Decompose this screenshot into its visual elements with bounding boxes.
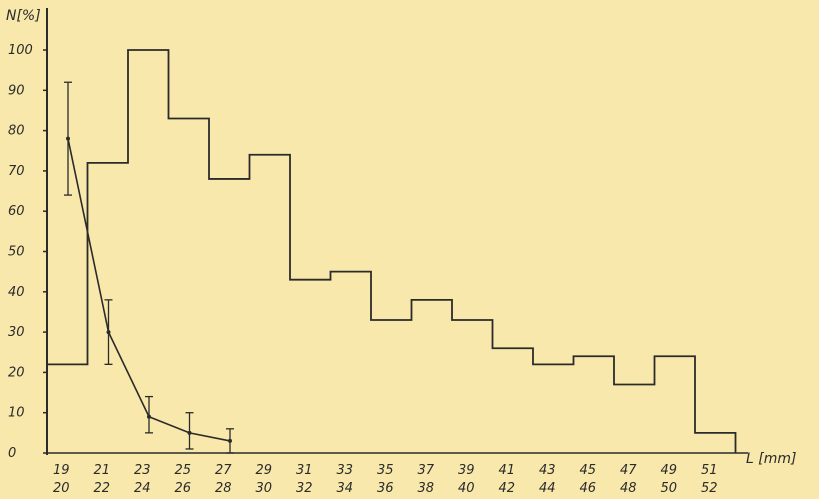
x-tick-label-top: 27	[215, 463, 232, 478]
x-tick-label-bottom: 52	[701, 481, 718, 496]
x-tick-label-bottom: 44	[539, 481, 556, 496]
x-tick-label-bottom: 34	[336, 481, 353, 496]
x-tick-label-top: 45	[579, 463, 596, 478]
data-point	[66, 136, 70, 141]
histogram-bar	[88, 163, 129, 453]
x-tick-label-bottom: 22	[93, 481, 110, 496]
x-tick-label-bottom: 36	[377, 481, 394, 496]
histogram-bar	[128, 50, 169, 453]
x-tick-label-top: 21	[93, 463, 110, 478]
x-tick-label-top: 23	[134, 463, 151, 478]
axes	[46, 8, 748, 455]
histogram-bar	[695, 433, 736, 453]
y-ticks: 0 10 20 30 40 50 60 70 80 90 100	[8, 43, 47, 461]
x-tick-label-top: 33	[336, 463, 353, 478]
histogram-bar	[452, 320, 493, 453]
x-tick-label-top: 25	[174, 463, 191, 478]
y-tick-label: 30	[8, 325, 25, 340]
data-point	[228, 438, 232, 443]
x-tick-label-top: 47	[620, 463, 637, 478]
x-ticks: 19 20 21 22 23 24 25 26 27 28 29 30 31 32 33 34 35 36 37 38…	[53, 463, 718, 496]
histogram-bar	[533, 364, 574, 453]
histogram-series	[47, 49, 737, 453]
x-tick-label-top: 41	[498, 463, 515, 478]
y-tick-label: 90	[8, 83, 25, 98]
x-tick-label-top: 19	[53, 463, 70, 478]
x-tick-label-top: 35	[377, 463, 394, 478]
x-tick-label-bottom: 20	[53, 481, 70, 496]
histogram-bar	[574, 356, 615, 453]
y-tick-label: 20	[8, 365, 25, 380]
x-axis-title: L [mm]	[746, 451, 796, 467]
error-series	[64, 81, 234, 454]
y-tick-label: 50	[8, 245, 25, 260]
x-tick-label-top: 43	[539, 463, 556, 478]
histogram-bar	[493, 348, 534, 453]
data-point	[187, 430, 192, 435]
y-tick-label: 0	[8, 446, 16, 461]
histogram-bar	[290, 280, 331, 453]
x-tick-label-top: 37	[417, 463, 434, 478]
histogram-bar	[47, 364, 88, 453]
x-tick-label-bottom: 46	[579, 481, 596, 496]
x-tick-label-bottom: 26	[174, 481, 191, 496]
x-tick-label-bottom: 38	[417, 481, 434, 496]
histogram-bar	[331, 272, 372, 453]
x-tick-label-bottom: 30	[255, 481, 272, 496]
histogram-outline	[47, 49, 737, 453]
y-tick-label: 80	[8, 124, 25, 139]
y-axis-title: N[%]	[6, 8, 41, 24]
histogram-bar	[209, 179, 250, 453]
x-tick-label-top: 49	[660, 463, 677, 478]
y-tick-label: 40	[8, 285, 25, 300]
x-tick-label-top: 39	[458, 463, 475, 478]
x-tick-label-top: 29	[255, 463, 272, 478]
histogram-bar	[169, 119, 210, 453]
x-tick-label-bottom: 32	[296, 481, 313, 496]
histogram-bar	[250, 155, 291, 453]
x-tick-label-bottom: 24	[134, 481, 151, 496]
histogram-bar	[655, 356, 696, 453]
x-tick-label-bottom: 28	[215, 481, 232, 496]
y-tick-label: 60	[8, 204, 25, 219]
x-tick-label-top: 31	[296, 463, 313, 478]
x-tick-label-bottom: 48	[620, 481, 637, 496]
data-point	[106, 330, 111, 335]
y-tick-label: 10	[8, 406, 25, 421]
y-tick-label: 100	[8, 43, 33, 58]
histogram-bar	[371, 320, 412, 453]
x-tick-label-bottom: 40	[458, 481, 475, 496]
x-tick-label-bottom: 50	[660, 481, 677, 496]
y-tick-label: 70	[8, 164, 25, 179]
x-tick-label-bottom: 42	[498, 481, 515, 496]
histogram-bar	[614, 384, 655, 453]
histogram-bar	[412, 300, 453, 453]
x-tick-label-top: 51	[701, 463, 718, 478]
data-point	[147, 414, 151, 419]
